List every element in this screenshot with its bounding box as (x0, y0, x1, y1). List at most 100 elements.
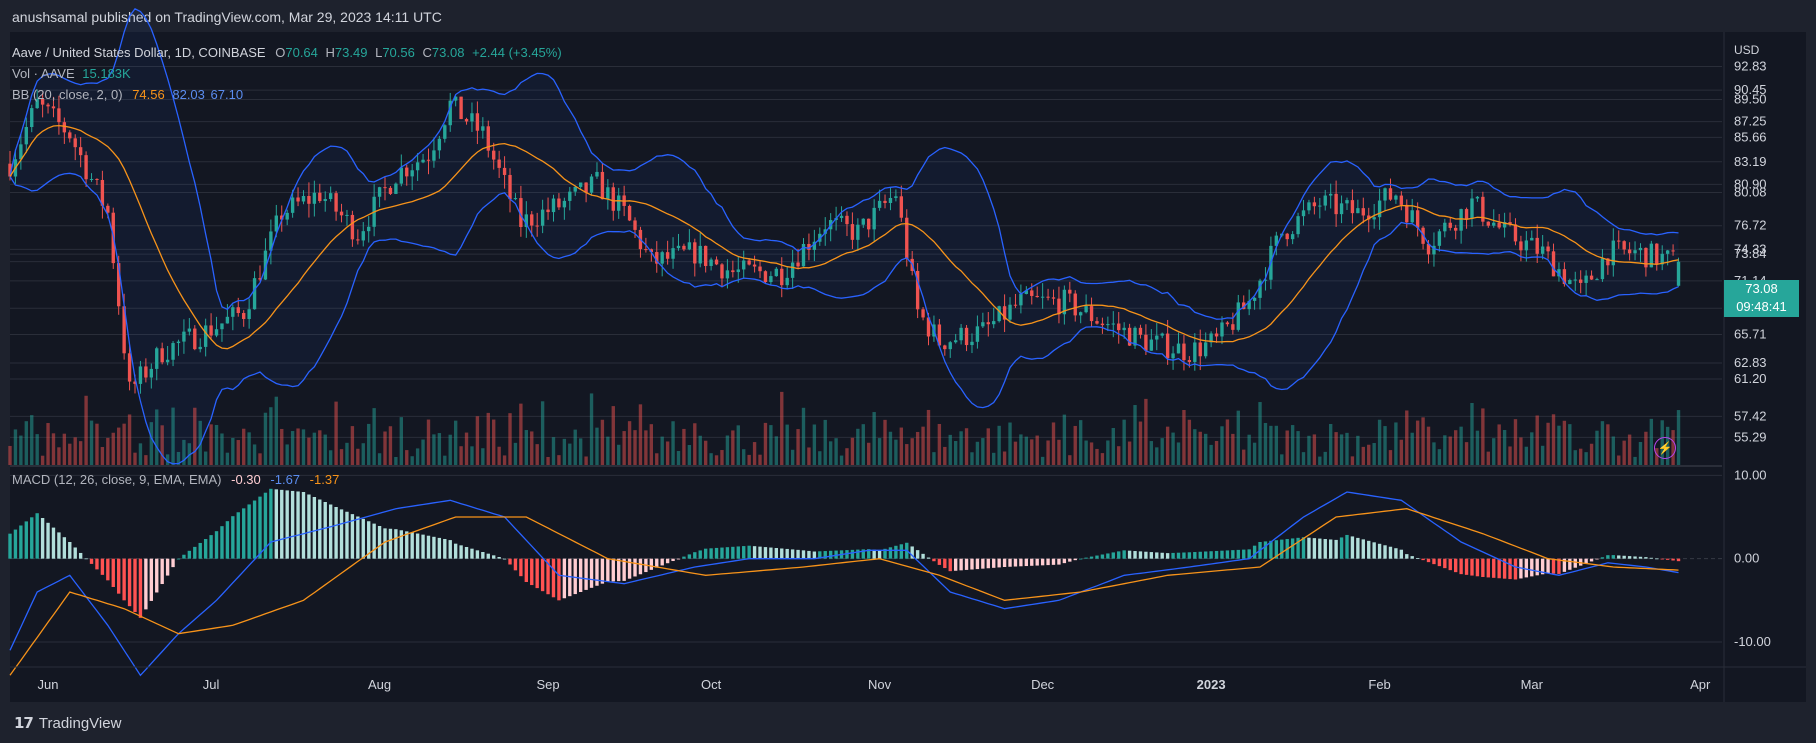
macd-histogram-bar (1622, 555, 1626, 559)
volume-bar (165, 454, 170, 465)
volume-bar (921, 426, 925, 465)
volume-bar (1220, 426, 1224, 465)
candle-body (328, 193, 333, 200)
macd-histogram-bar (557, 558, 561, 601)
volume-bar (551, 437, 556, 465)
volume-bar (285, 444, 289, 465)
volume-bar (1676, 410, 1681, 465)
candle-body (964, 327, 969, 346)
current-price: 73.08 (1745, 281, 1778, 296)
macd-histogram-bar (981, 558, 985, 569)
candle-body (443, 125, 447, 139)
candle-body (1568, 280, 1572, 285)
volume-bar (1323, 451, 1327, 465)
macd-histogram-bar (546, 558, 550, 595)
macd-histogram-bar (1372, 542, 1376, 559)
bar-countdown: 09:48:41 (1736, 299, 1787, 314)
candle-body (611, 187, 615, 211)
candle-body (1258, 280, 1262, 298)
candle-body (1432, 245, 1436, 255)
candle-body (801, 243, 806, 267)
candle-body (1155, 335, 1159, 340)
candle-body (1464, 209, 1469, 219)
macd-histogram-bar (1002, 558, 1007, 567)
macd-histogram-bar (356, 516, 360, 559)
candle-body (1437, 231, 1442, 246)
macd-histogram-bar (1345, 534, 1349, 559)
symbol-title[interactable]: Aave / United States Dollar, 1D, COINBAS… (12, 45, 266, 60)
macd-histogram-bar (127, 558, 132, 607)
candle-body (367, 226, 371, 232)
volume-bar (453, 420, 458, 465)
volume-bar (84, 395, 88, 465)
volume-label[interactable]: Vol · AAVE (12, 66, 75, 81)
volume-bar (1432, 442, 1436, 465)
candle-body (448, 100, 452, 126)
volume-bar (796, 429, 800, 465)
volume-bar (774, 436, 779, 465)
macd-histogram-bar (399, 530, 403, 559)
volume-value: 15.183K (82, 66, 131, 81)
lightning-icon[interactable]: ⚡ (1654, 437, 1676, 459)
volume-bar (1285, 430, 1289, 465)
candle-body (1274, 235, 1279, 246)
candle-body (1198, 342, 1202, 357)
tradingview-logo[interactable]: 𝟭𝟳 TradingView (14, 714, 121, 733)
macd-histogram-bar (1247, 549, 1251, 559)
volume-bar (970, 452, 974, 465)
volume-bar (426, 419, 431, 465)
candle-body (1144, 334, 1148, 351)
volume-bar (383, 431, 387, 465)
macd-histogram-bar (133, 558, 137, 612)
candle-body (1377, 200, 1382, 218)
macd-histogram-bar (231, 516, 235, 559)
macd-histogram-bar (486, 553, 490, 559)
macd-histogram-bar (1459, 558, 1463, 575)
macd-histogram-bar (1617, 555, 1621, 559)
macd-histogram-bar (30, 517, 34, 559)
bb-label[interactable]: BB (20, close, 2, 0) (12, 87, 123, 102)
macd-histogram-bar (437, 537, 442, 559)
volume-bar (356, 448, 360, 465)
candle-body (1367, 215, 1371, 220)
macd-histogram-bar (551, 558, 556, 598)
volume-bar (1203, 433, 1208, 465)
candle-body (557, 198, 561, 208)
candle-body (921, 309, 925, 318)
candle-body (481, 126, 485, 131)
macd-histogram-bar (1068, 558, 1072, 562)
macd-histogram-bar (1149, 552, 1154, 559)
candle-body (350, 214, 355, 240)
candle-body (676, 245, 681, 249)
volume-bar (687, 444, 692, 465)
volume-bar (1497, 424, 1501, 465)
candle-body (307, 195, 311, 204)
candle-body (1062, 289, 1067, 315)
time-tick-label: Nov (868, 677, 892, 692)
volume-bar (1633, 456, 1637, 465)
chart-area[interactable] (10, 32, 1806, 702)
candle-body (30, 108, 34, 128)
macd-histogram-bar (1367, 540, 1371, 559)
macd-histogram-bar (932, 558, 936, 562)
candle-body (464, 119, 469, 122)
volume-bar (790, 449, 795, 465)
volume-bar (649, 424, 654, 465)
macd-histogram-bar (339, 509, 344, 559)
macd-histogram-bar (193, 546, 197, 559)
candle-body (1415, 210, 1420, 228)
volume-bar (1329, 424, 1333, 465)
macd-histogram-bar (1535, 558, 1539, 576)
macd-histogram-bar (970, 558, 974, 570)
candle-body (986, 322, 990, 325)
macd-histogram-bar (1280, 539, 1284, 559)
candle-body (1644, 247, 1648, 268)
candle-body (644, 249, 648, 251)
macd-histogram-bar (1443, 558, 1447, 569)
macd-histogram-bar (410, 532, 414, 559)
macd-label[interactable]: MACD (12, 26, close, 9, EMA, EMA) (12, 472, 222, 487)
volume-bar (606, 436, 610, 465)
macd-histogram-bar (758, 546, 762, 559)
volume-bar (1122, 419, 1126, 465)
